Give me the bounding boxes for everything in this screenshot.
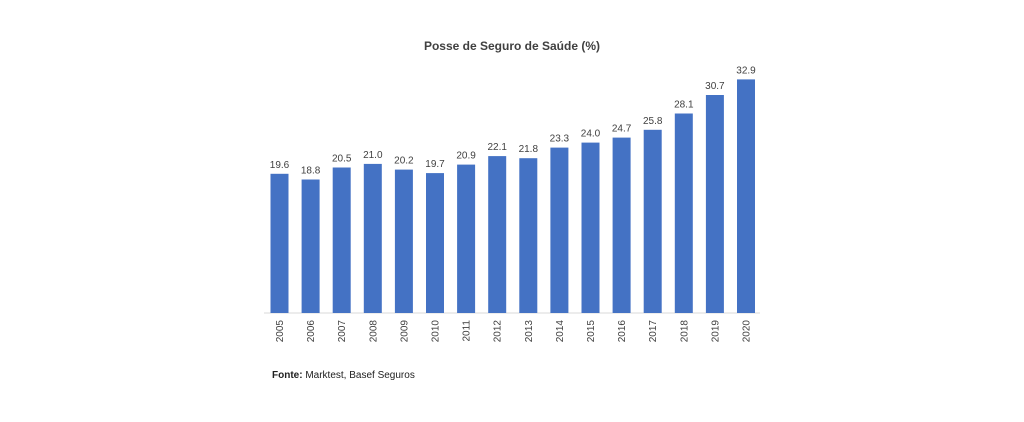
data-label-2007: 20.5 — [332, 154, 352, 165]
bar-2012 — [488, 156, 507, 313]
x-tick-2018: 2018 — [679, 320, 690, 343]
x-tick-labels: 2005 2006 2007 2008 2009 2010 2011 2012 2013 2014… — [275, 320, 753, 343]
data-label-2010: 19.7 — [425, 159, 445, 170]
x-tick-2011: 2011 — [462, 320, 473, 342]
data-label-2016: 24.7 — [612, 124, 632, 135]
source-note: Fonte: Marktest, Basef Seguros — [272, 370, 415, 381]
x-tick-2008: 2008 — [368, 320, 379, 343]
data-label-2006: 18.8 — [301, 166, 321, 177]
data-label-2013: 21.8 — [519, 144, 539, 155]
bar-2014 — [550, 147, 569, 313]
bar-2010 — [426, 173, 444, 313]
source-label: Fonte: — [272, 370, 303, 381]
bar-2006 — [301, 179, 320, 313]
bar-2013 — [519, 158, 538, 313]
bar-2005 — [270, 173, 289, 313]
x-tick-2005: 2005 — [275, 320, 286, 343]
bar-2020 — [737, 79, 755, 314]
bar-2017 — [643, 129, 662, 313]
chart-title: Posse de Seguro de Saúde (%) — [424, 39, 600, 53]
x-tick-2013: 2013 — [524, 320, 535, 343]
x-tick-2012: 2012 — [493, 320, 504, 343]
x-tick-2010: 2010 — [431, 320, 442, 343]
x-tick-2009: 2009 — [399, 320, 410, 343]
data-label-2008: 21.0 — [363, 150, 383, 161]
data-label-2011: 20.9 — [456, 151, 476, 162]
data-label-2005: 19.6 — [270, 160, 290, 171]
data-labels: 19.6 18.8 20.5 21.0 20.2 19.7 20.9 22.1 21.8 23.3… — [270, 65, 756, 176]
source-text: Marktest, Basef Seguros — [305, 370, 415, 381]
data-label-2017: 25.8 — [643, 116, 663, 127]
bar-2008 — [363, 163, 382, 313]
bar-2018 — [674, 113, 693, 313]
bar-2007 — [332, 167, 351, 313]
data-label-2014: 23.3 — [550, 134, 570, 145]
data-label-2019: 30.7 — [705, 81, 725, 92]
bar-2016 — [612, 137, 631, 313]
bar-2019 — [705, 95, 724, 313]
x-tick-2016: 2016 — [617, 320, 628, 343]
bar-2015 — [581, 142, 600, 313]
data-label-2015: 24.0 — [581, 129, 601, 140]
data-label-2020: 32.9 — [736, 65, 756, 76]
x-tick-2007: 2007 — [337, 320, 348, 343]
x-tick-2014: 2014 — [555, 320, 566, 343]
data-label-2018: 28.1 — [674, 100, 694, 111]
x-tick-2017: 2017 — [648, 320, 659, 343]
x-tick-2015: 2015 — [586, 320, 597, 343]
bar-series — [270, 79, 755, 314]
x-tick-2006: 2006 — [306, 320, 317, 343]
data-label-2009: 20.2 — [394, 156, 414, 167]
bar-2011 — [457, 164, 476, 313]
bar-2009 — [394, 169, 413, 313]
x-tick-2020: 2020 — [742, 320, 753, 343]
x-tick-2019: 2019 — [710, 320, 721, 343]
data-label-2012: 22.1 — [487, 142, 507, 153]
